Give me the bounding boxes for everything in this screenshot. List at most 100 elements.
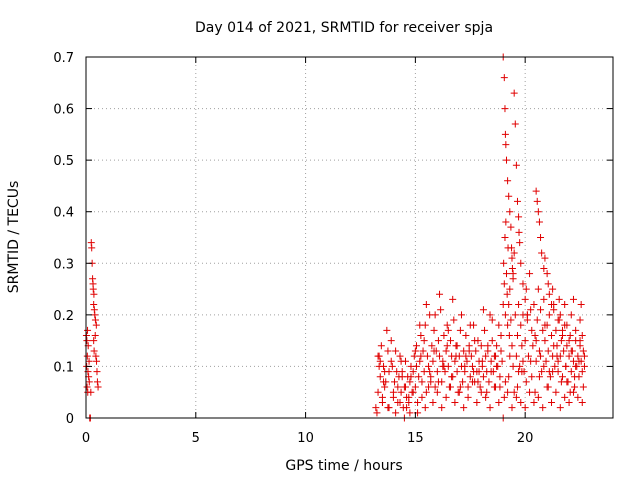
- data-point: [501, 311, 509, 319]
- data-point: [500, 259, 508, 267]
- data-point: [531, 331, 539, 339]
- data-point: [548, 331, 556, 339]
- data-point: [464, 393, 472, 401]
- data-point: [578, 399, 586, 407]
- data-point: [571, 373, 579, 381]
- data-point: [90, 347, 98, 355]
- data-point: [431, 311, 439, 319]
- data-point: [416, 357, 424, 365]
- data-point: [93, 368, 101, 376]
- data-point: [89, 285, 97, 293]
- data-point: [88, 244, 96, 252]
- data-point: [543, 270, 551, 278]
- data-point: [484, 342, 492, 350]
- data-point: [83, 383, 91, 391]
- data-point: [505, 192, 513, 200]
- data-point: [574, 393, 582, 401]
- data-point: [433, 388, 441, 396]
- data-point: [442, 347, 450, 355]
- data-point: [374, 388, 382, 396]
- data-point: [488, 337, 496, 345]
- data-point: [483, 388, 491, 396]
- data-point: [436, 290, 444, 298]
- data-point: [407, 373, 415, 381]
- data-point: [453, 368, 461, 376]
- data-point: [521, 295, 529, 303]
- data-point: [384, 347, 392, 355]
- data-point: [575, 357, 583, 365]
- data-point: [422, 301, 430, 309]
- data-point: [506, 285, 514, 293]
- data-point: [522, 378, 530, 386]
- data-point: [389, 388, 397, 396]
- data-point: [443, 342, 451, 350]
- data-point: [447, 337, 455, 345]
- data-point: [422, 388, 430, 396]
- data-point: [571, 383, 579, 391]
- data-point: [485, 378, 493, 386]
- data-point: [84, 326, 92, 334]
- data-point: [511, 311, 519, 319]
- data-point: [507, 316, 515, 324]
- data-point: [500, 393, 508, 401]
- data-point: [374, 352, 382, 360]
- data-point: [495, 321, 503, 329]
- data-point: [496, 373, 504, 381]
- data-point: [448, 373, 456, 381]
- data-point: [453, 342, 461, 350]
- data-point: [415, 373, 423, 381]
- data-point: [411, 347, 419, 355]
- x-tick-label: 5: [192, 431, 200, 446]
- data-point: [436, 352, 444, 360]
- data-point: [534, 393, 542, 401]
- data-point: [410, 352, 418, 360]
- data-point: [538, 368, 546, 376]
- data-point: [418, 393, 426, 401]
- data-point: [94, 383, 102, 391]
- data-point: [397, 357, 405, 365]
- data-point: [556, 404, 564, 412]
- data-point: [513, 331, 521, 339]
- data-point: [426, 368, 434, 376]
- data-point: [90, 290, 98, 298]
- data-point: [534, 208, 542, 216]
- data-point: [416, 321, 424, 329]
- data-point: [442, 393, 450, 401]
- data-point: [492, 352, 500, 360]
- data-point: [544, 280, 552, 288]
- data-point: [508, 404, 516, 412]
- data-point: [394, 383, 402, 391]
- data-point: [452, 352, 460, 360]
- axis-ticks: [85, 56, 613, 419]
- data-point: [451, 399, 459, 407]
- x-tick-label: 20: [517, 431, 534, 446]
- data-point: [477, 342, 485, 350]
- data-point: [427, 378, 435, 386]
- data-point: [528, 326, 536, 334]
- data-point: [509, 362, 517, 370]
- data-point: [433, 368, 441, 376]
- data-point: [90, 337, 98, 345]
- data-point: [542, 357, 550, 365]
- chart-title: Day 014 of 2021, SRMTID for receiver spj…: [195, 20, 493, 36]
- data-point: [521, 337, 529, 345]
- data-point: [434, 337, 442, 345]
- data-point: [545, 290, 553, 298]
- data-point: [513, 383, 521, 391]
- data-point: [460, 404, 468, 412]
- data-point: [487, 357, 495, 365]
- data-point: [532, 187, 540, 195]
- data-point: [527, 306, 535, 314]
- data-point: [503, 156, 511, 164]
- data-point: [523, 311, 531, 319]
- data-point: [425, 383, 433, 391]
- data-point: [512, 393, 520, 401]
- data-point: [505, 331, 513, 339]
- data-point: [417, 352, 425, 360]
- data-point: [397, 388, 405, 396]
- data-point: [541, 254, 549, 262]
- data-point: [392, 347, 400, 355]
- data-point: [567, 368, 575, 376]
- data-point: [540, 362, 548, 370]
- data-point: [479, 373, 487, 381]
